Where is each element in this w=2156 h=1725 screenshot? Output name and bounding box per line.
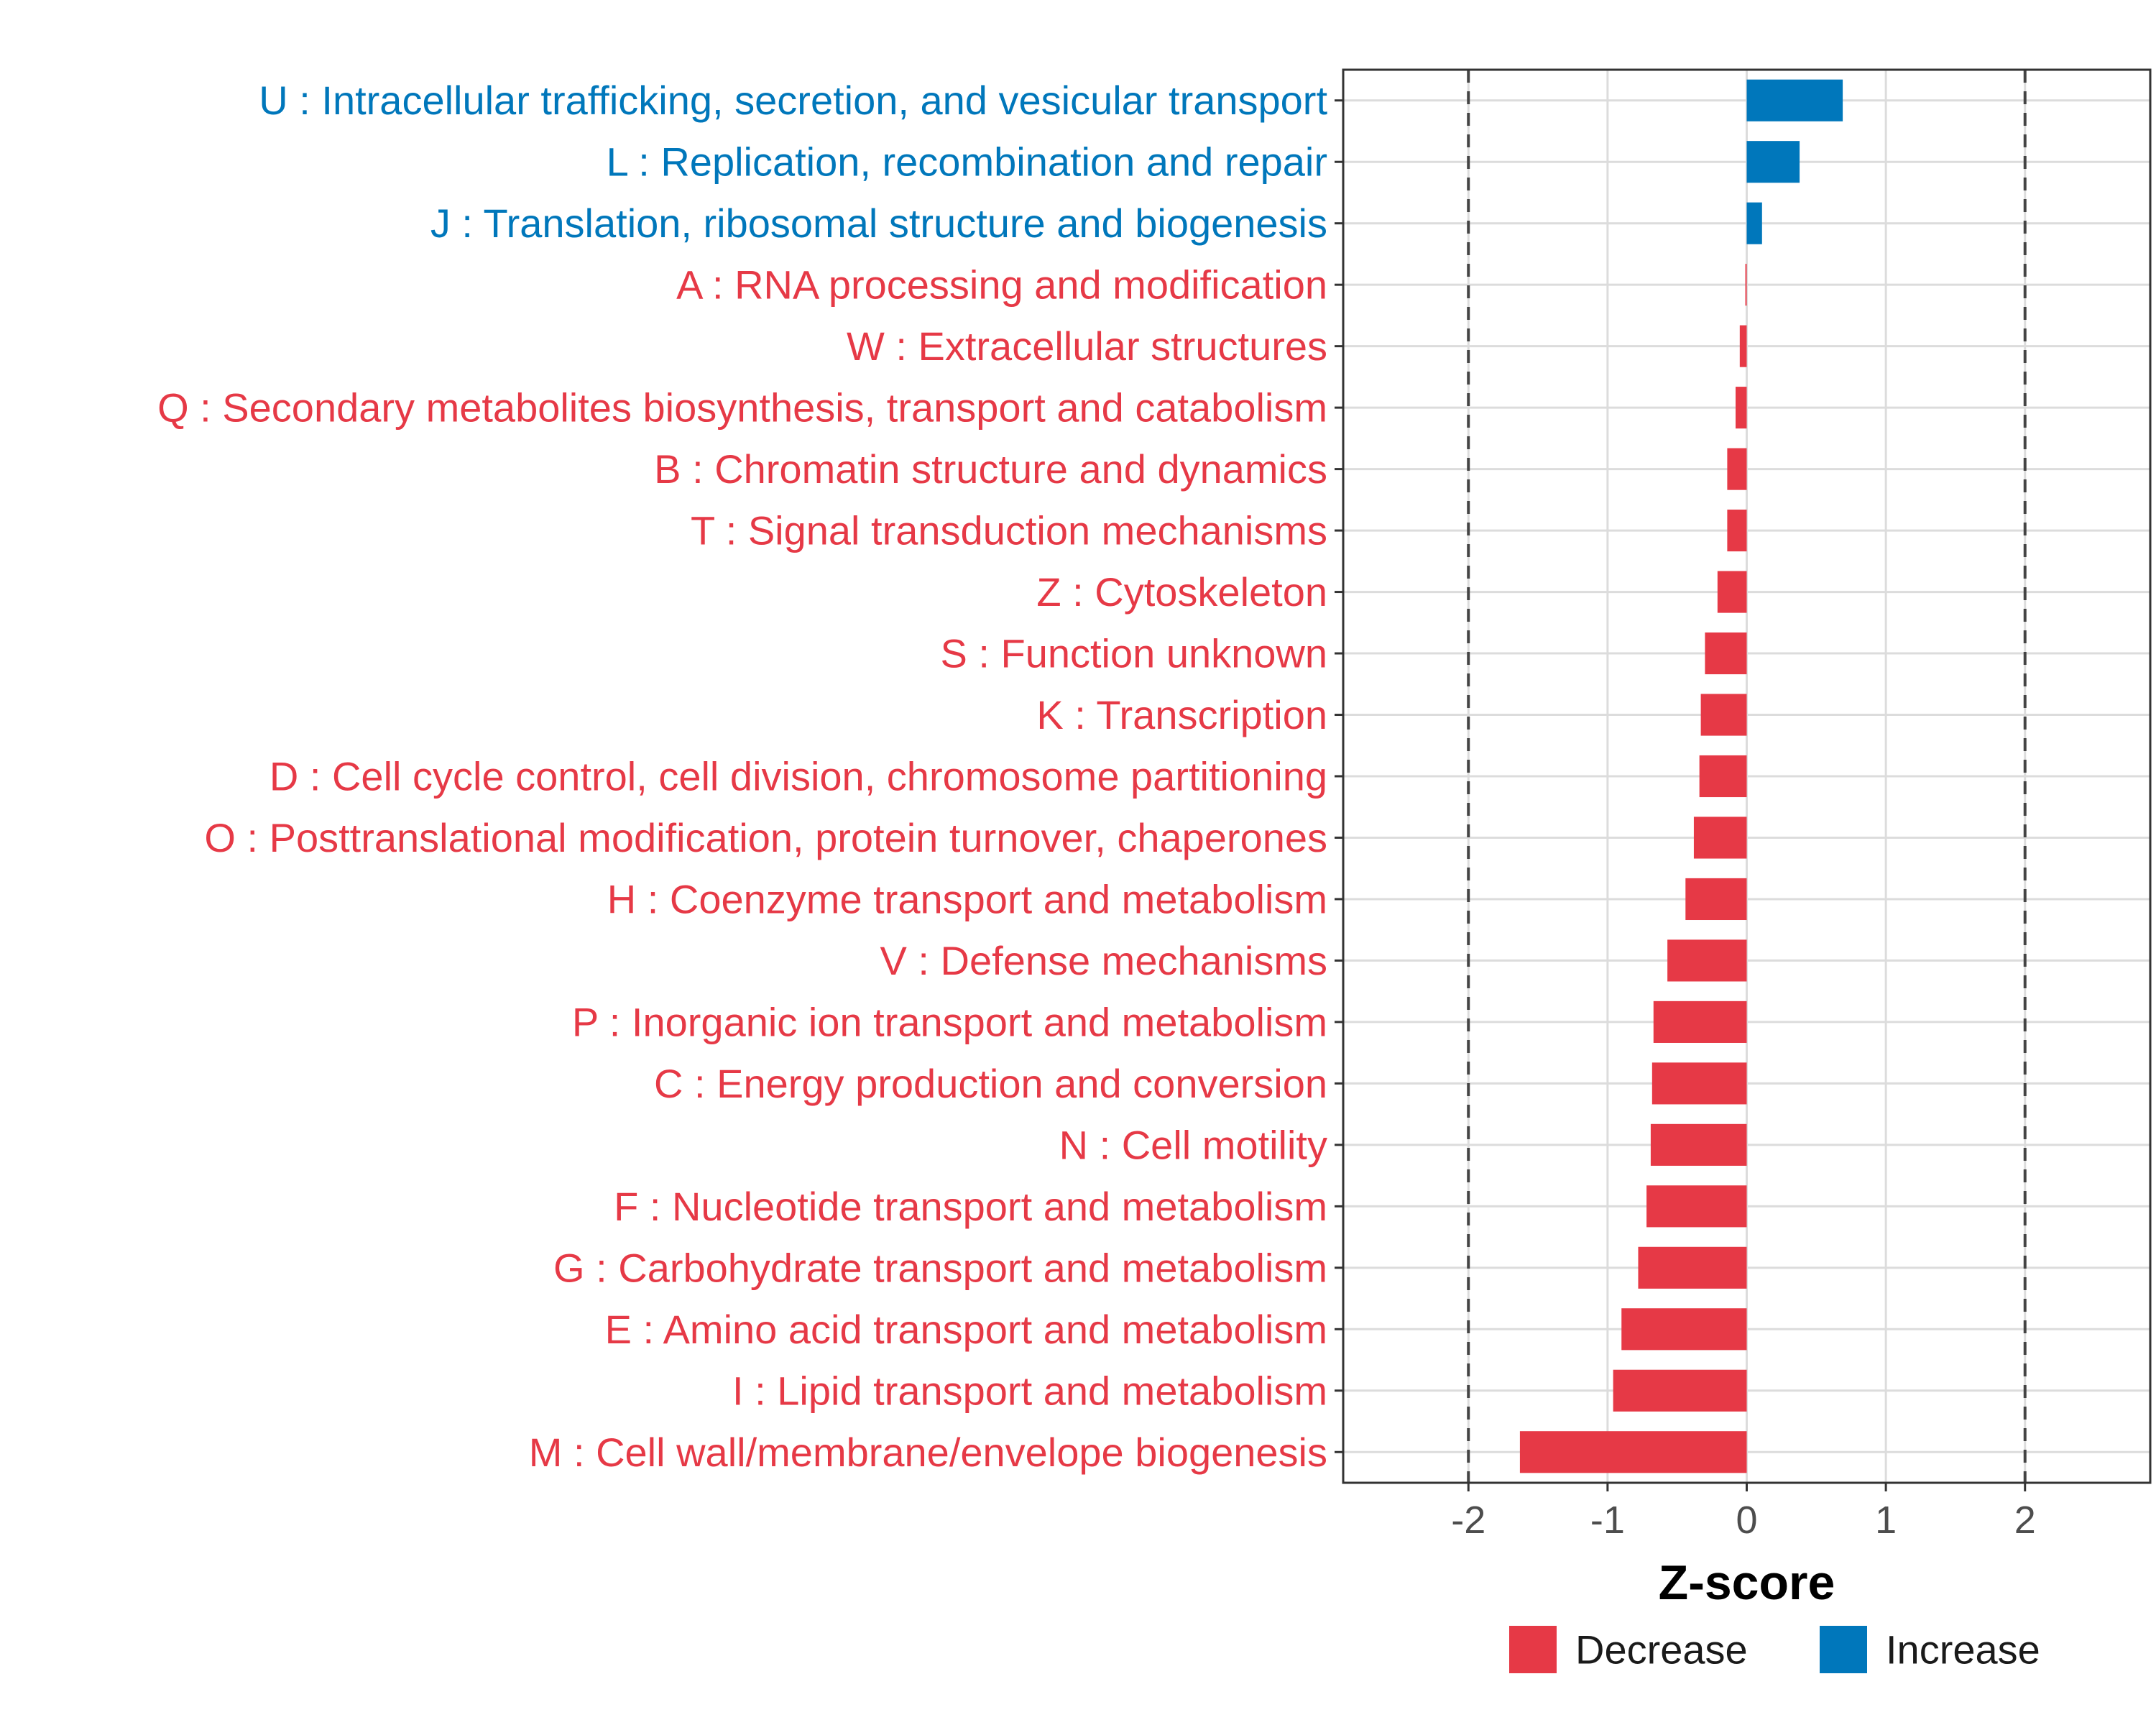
category-label: W : Extracellular structures <box>847 323 1327 369</box>
bar <box>1667 939 1747 982</box>
bar <box>1638 1246 1747 1289</box>
bar <box>1650 1123 1747 1166</box>
category-label: S : Function unknown <box>940 631 1327 676</box>
category-label: K : Transcription <box>1036 692 1327 737</box>
y-axis-ticks: U : Intracellular trafficking, secretion… <box>157 78 1343 1475</box>
category-label: D : Cell cycle control, cell division, c… <box>270 754 1327 799</box>
x-tick-label: 1 <box>1875 1499 1897 1542</box>
bar <box>1700 694 1747 736</box>
category-label: H : Coenzyme transport and metabolism <box>607 876 1327 921</box>
bar <box>1746 202 1762 244</box>
category-label: C : Energy production and conversion <box>654 1061 1327 1106</box>
category-label: L : Replication, recombination and repai… <box>607 139 1327 185</box>
x-tick-label: 0 <box>1736 1499 1757 1542</box>
bars <box>1519 79 1843 1473</box>
bar <box>1693 816 1747 859</box>
legend-label-decrease: Decrease <box>1575 1627 1748 1673</box>
category-label: M : Cell wall/membrane/envelope biogenes… <box>529 1430 1327 1475</box>
category-label: J : Translation, ribosomal structure and… <box>430 201 1327 246</box>
bar <box>1746 79 1843 121</box>
category-label: N : Cell motility <box>1059 1122 1327 1167</box>
category-label: U : Intracellular trafficking, secretion… <box>259 78 1327 123</box>
category-label: Z : Cytoskeleton <box>1036 569 1327 615</box>
bar <box>1705 632 1747 675</box>
bar <box>1651 1062 1747 1105</box>
bar <box>1739 325 1747 367</box>
bar <box>1736 387 1747 429</box>
bar <box>1646 1185 1747 1228</box>
category-label: T : Signal transduction mechanisms <box>691 508 1327 553</box>
bar <box>1727 448 1747 490</box>
category-label: P : Inorganic ion transport and metaboli… <box>572 999 1327 1044</box>
category-label: A : RNA processing and modification <box>676 262 1327 308</box>
category-label: I : Lipid transport and metabolism <box>732 1368 1327 1413</box>
category-label: O : Posttranslational modification, prot… <box>204 815 1327 860</box>
bar <box>1699 755 1747 798</box>
legend-key-decrease <box>1509 1626 1557 1673</box>
bar <box>1685 878 1747 921</box>
category-label: V : Defense mechanisms <box>880 938 1327 983</box>
bar <box>1653 1000 1747 1043</box>
bar <box>1727 510 1747 552</box>
x-axis-ticks: -2 -1 0 1 2 <box>1451 1483 2036 1542</box>
bar <box>1519 1431 1747 1473</box>
legend-key-increase <box>1820 1626 1867 1673</box>
category-label: F : Nucleotide transport and metabolism <box>614 1184 1327 1229</box>
x-tick-label: -1 <box>1590 1499 1625 1542</box>
legend-label-increase: Increase <box>1886 1627 2040 1673</box>
x-axis-title: Z-score <box>1659 1555 1835 1610</box>
category-label: Q : Secondary metabolites biosynthesis, … <box>157 385 1327 431</box>
category-label: E : Amino acid transport and metabolism <box>605 1307 1327 1352</box>
bar <box>1745 264 1747 306</box>
legend: Decrease Increase <box>1509 1626 2040 1673</box>
category-label: B : Chromatin structure and dynamics <box>654 446 1327 492</box>
category-label: G : Carbohydrate transport and metabolis… <box>553 1245 1327 1290</box>
bar <box>1613 1369 1747 1412</box>
bar <box>1717 571 1747 613</box>
bar <box>1621 1308 1747 1351</box>
bar <box>1746 141 1800 183</box>
x-tick-label: 2 <box>2014 1499 2036 1542</box>
x-tick-label: -2 <box>1451 1499 1485 1542</box>
